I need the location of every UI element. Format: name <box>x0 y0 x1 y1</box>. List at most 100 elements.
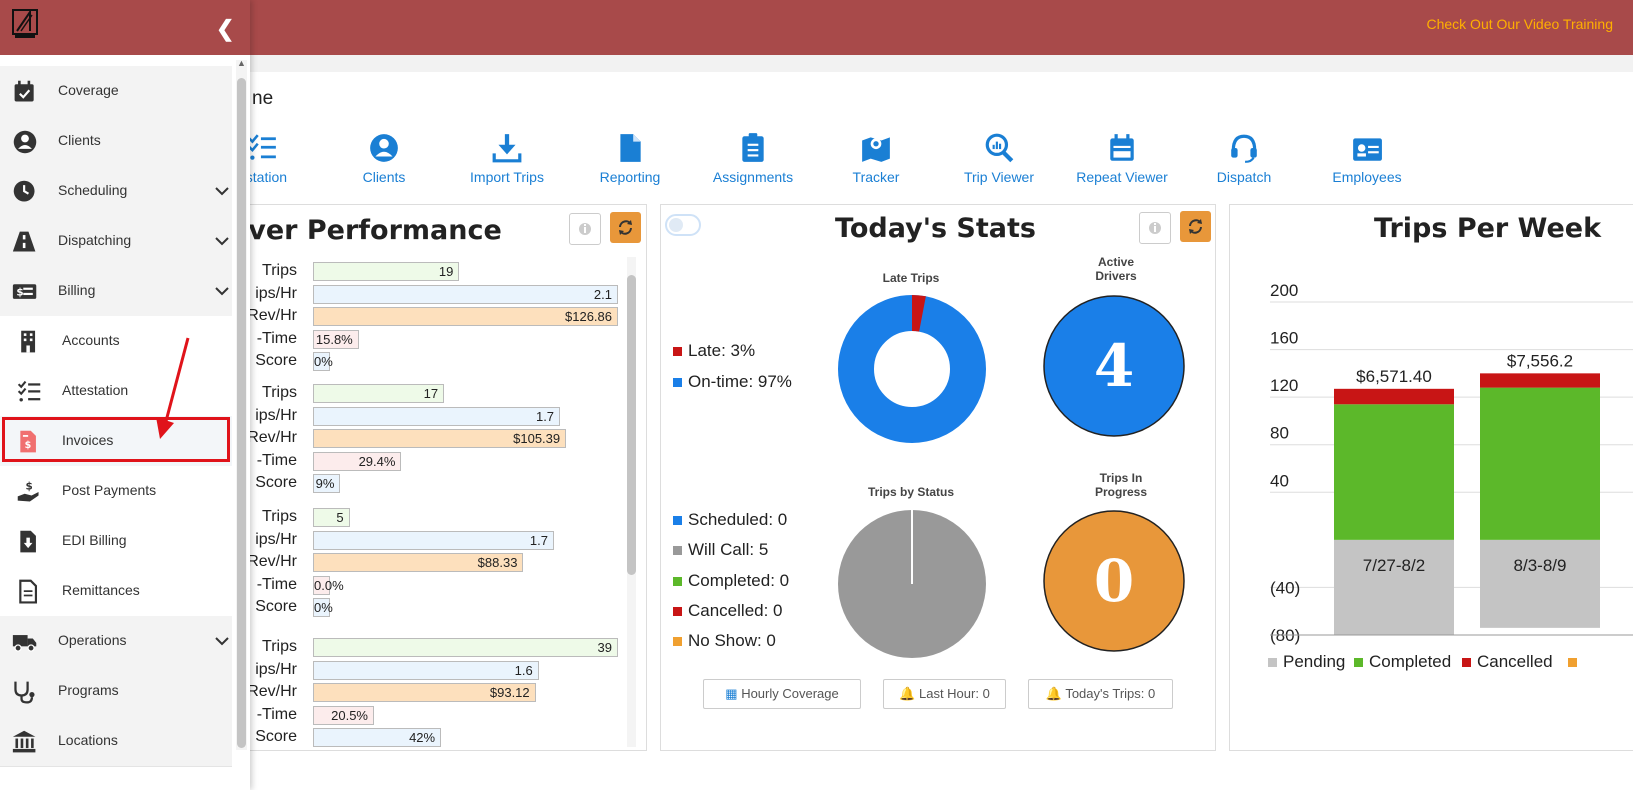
legend-item: Completed <box>1354 652 1451 672</box>
info-button[interactable] <box>1139 212 1171 244</box>
video-training-link[interactable]: Check Out Our Video Training <box>1426 16 1613 32</box>
sidebar-item-accounts[interactable]: Accounts <box>0 316 232 366</box>
quick-link-estation[interactable]: estation <box>238 132 338 185</box>
sidebar-scroll-thumb[interactable] <box>237 78 246 748</box>
refresh-button[interactable] <box>610 212 641 243</box>
sidebar-item-invoices[interactable]: $ Invoices <box>0 416 232 466</box>
legend-item: Cancelled: 0 <box>673 601 783 621</box>
sidebar-item-dispatching[interactable]: Dispatching <box>0 216 232 267</box>
perf-bar-rev-hr: $105.39 <box>313 429 567 449</box>
perf-bar-trips-hr: 1.7 <box>313 530 554 550</box>
perf-scroll-thumb[interactable] <box>627 275 636 575</box>
user-circle-icon <box>13 130 37 154</box>
trips-in-progress-circle: 0 <box>1043 510 1185 652</box>
invoices-highlight-box <box>2 417 230 462</box>
perf-label: Rev/Hr <box>247 307 297 325</box>
bar-cancelled <box>1334 388 1454 405</box>
perf-bar-on-time: 29.4% <box>313 451 402 471</box>
calendar-check-icon <box>14 80 34 102</box>
legend-swatch <box>1568 658 1577 667</box>
red-arrow-annotation <box>156 337 190 439</box>
perf-label: Score <box>255 728 297 746</box>
perf-scrollbar[interactable] <box>627 257 636 747</box>
search-chart-icon <box>985 133 1014 163</box>
legend-swatch <box>1462 658 1471 667</box>
sidebar: ❮ Coverage Clients Scheduling Dispatching $ B… <box>0 0 250 790</box>
stats-toggle[interactable] <box>665 214 701 236</box>
trips-per-week-title: Trips Per Week <box>1374 213 1602 244</box>
y-tick-label: 120 <box>1270 376 1298 395</box>
sidebar-item-remittances[interactable]: Remittances <box>0 566 232 616</box>
perf-label: Rev/Hr <box>247 683 297 701</box>
perf-label: -Time <box>256 705 297 723</box>
quick-link-assignments[interactable]: Assignments <box>693 132 813 185</box>
perf-bar-rev-hr: $126.86 <box>313 307 618 327</box>
perf-label: Score <box>255 352 297 370</box>
y-tick-label: 40 <box>1270 471 1289 490</box>
perf-label: Rev/Hr <box>247 429 297 447</box>
scroll-up-icon[interactable]: ▲ <box>237 58 246 68</box>
sidebar-scrollbar[interactable]: ▲ <box>236 58 247 750</box>
driver-performance-card: iver Performance Trips 19 ips/Hr 2.1 Rev/Hr $… <box>238 204 647 751</box>
perf-label: -Time <box>256 451 297 469</box>
quick-link-reporting[interactable]: Reporting <box>570 132 690 185</box>
x-category-label: 7/27-8/2 <box>1363 556 1425 575</box>
perf-label: ips/Hr <box>255 530 297 548</box>
sidebar-item-operations[interactable]: Operations <box>0 616 232 667</box>
perf-bar-on-time: 15.8% <box>313 329 359 349</box>
collapse-sidebar-icon[interactable]: ❮ <box>216 16 235 41</box>
trips-per-week-card: Trips Per Week 200 160 120 80 40 (40) (80) $6,5… <box>1229 204 1633 751</box>
todays-stats-card: Today's Stats Late Trips Active Drivers … <box>660 204 1216 751</box>
perf-label: ips/Hr <box>255 284 297 302</box>
quick-link-employees[interactable]: Employees <box>1307 132 1427 185</box>
perf-label: Trips <box>262 262 297 279</box>
y-tick-label: 80 <box>1270 424 1289 443</box>
sidebar-item-programs[interactable]: Programs <box>0 666 232 717</box>
perf-bar-score: 0% <box>313 352 333 372</box>
quick-link-clients[interactable]: Clients <box>324 132 444 185</box>
legend-item: No Show: 0 <box>673 631 776 651</box>
quick-link-repeat-viewer[interactable]: Repeat Viewer <box>1062 132 1182 185</box>
truck-icon <box>12 635 37 652</box>
perf-label: Trips <box>262 638 297 655</box>
legend-swatch <box>1354 658 1363 667</box>
quick-link-trip-viewer[interactable]: Trip Viewer <box>939 132 1059 185</box>
perf-label: Score <box>255 598 297 616</box>
stethoscope-icon <box>14 681 35 704</box>
trips-in-progress-value: 0 <box>1094 547 1134 615</box>
id-card-icon <box>1353 138 1382 161</box>
perf-label: ips/Hr <box>255 660 297 678</box>
sidebar-item-locations[interactable]: Locations <box>0 716 232 767</box>
perf-bar-score: 9% <box>313 474 341 494</box>
perf-bar-trips-hr: 1.7 <box>313 406 561 426</box>
info-button[interactable] <box>569 213 601 245</box>
list-check-icon <box>248 134 276 160</box>
user-circle-icon <box>370 134 398 162</box>
quick-link-dispatch[interactable]: Dispatch <box>1184 132 1304 185</box>
todays-trips-button[interactable]: 🔔 Today's Trips: 0 <box>1028 679 1173 709</box>
clipboard-icon <box>742 133 764 162</box>
sidebar-item-post-payments[interactable]: $ Post Payments <box>0 466 232 516</box>
quick-link-import-trips[interactable]: Import Trips <box>447 132 567 185</box>
sidebar-item-edi-billing[interactable]: EDI Billing <box>0 516 232 566</box>
refresh-button[interactable] <box>1180 211 1211 242</box>
quick-link-tracker[interactable]: Tracker <box>816 132 936 185</box>
bell-icon: 🔔 <box>1045 686 1062 701</box>
sidebar-item-coverage[interactable]: Coverage <box>0 66 232 117</box>
chevron-down-icon <box>215 637 229 646</box>
perf-bar-rev-hr: $88.33 <box>313 553 524 573</box>
last-hour-button[interactable]: 🔔 Last Hour: 0 <box>883 679 1006 709</box>
bar-pending <box>1480 539 1600 628</box>
bar-completed <box>1480 387 1600 540</box>
hourly-coverage-button[interactable]: ▦ Hourly Coverage <box>703 679 861 709</box>
sidebar-item-scheduling[interactable]: Scheduling <box>0 166 232 217</box>
file-lines-icon <box>19 579 38 604</box>
y-tick-label: 160 <box>1270 329 1298 348</box>
perf-bar-score: 42% <box>313 728 442 748</box>
sidebar-item-attestation[interactable]: Attestation <box>0 366 232 416</box>
sidebar-item-clients[interactable]: Clients <box>0 116 232 167</box>
refresh-icon <box>1189 219 1202 234</box>
legend-swatch <box>673 546 682 556</box>
perf-label: -Time <box>256 575 297 593</box>
sidebar-item-billing[interactable]: $ Billing <box>0 266 232 317</box>
